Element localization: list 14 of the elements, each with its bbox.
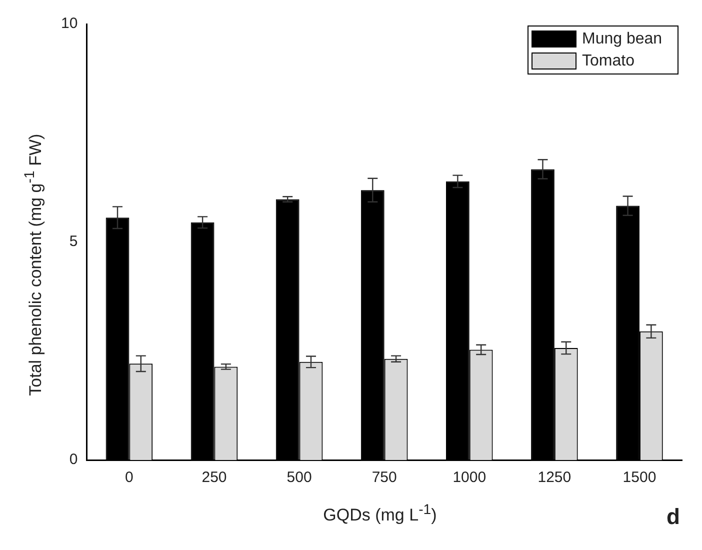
text: d xyxy=(666,504,680,530)
x-tick-label: 1250 xyxy=(538,469,572,486)
y-tick-label: 10 xyxy=(60,15,78,32)
x-tick-label: 1500 xyxy=(622,469,656,486)
legend-label: Tomato xyxy=(582,52,635,70)
x-tick-label: 500 xyxy=(286,469,312,486)
x-axis-title: GQDs (mg L$^{-1}$) xyxy=(323,502,437,525)
x-tick-label: 750 xyxy=(372,469,397,486)
x-tick-label: 0 xyxy=(125,469,134,486)
x-tick-label: 1000 xyxy=(452,469,486,486)
x-tick-label: 250 xyxy=(202,469,227,486)
y-tick-label: 0 xyxy=(69,451,78,468)
legend-label: Mung bean xyxy=(582,30,662,48)
y-tick-label: 5 xyxy=(69,233,78,250)
